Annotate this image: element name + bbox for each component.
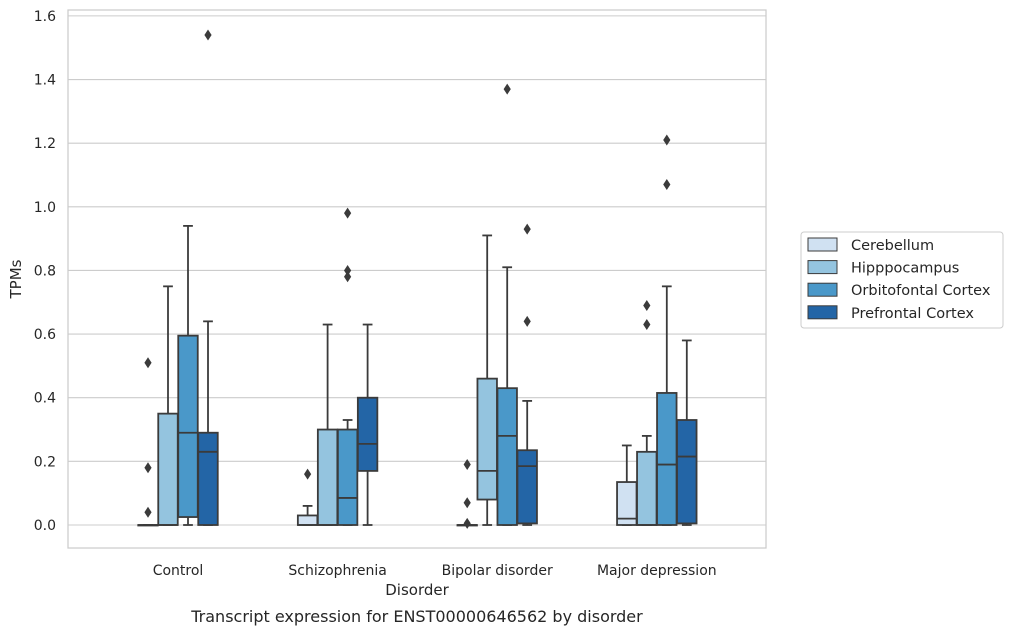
box-group [616,444,638,526]
outlier-point [344,207,352,219]
box-group [157,285,179,526]
outlier-point [144,462,152,474]
box [316,428,339,526]
box [496,387,518,526]
legend-swatch [807,305,838,320]
legend-items: Cerebellum Hipppocampus Orbitofontal Corte… [807,237,991,322]
outlier-point [663,134,671,146]
y-tick-label: 1.4 [34,73,56,89]
legend-label: Cerebellum [851,238,934,254]
outlier-point [643,299,651,311]
legend-label: Prefrontal Cortex [851,306,974,322]
outlier-point [304,468,312,480]
box [336,428,359,526]
x-tick-label: Control [153,563,204,579]
outlier-point [663,179,671,191]
box-group [137,357,159,527]
box-group [177,224,199,526]
box [636,450,658,526]
legend: Cerebellum Hipppocampus Orbitofontal Corte… [800,231,1004,329]
box-group [516,223,538,526]
outlier-point [503,83,511,95]
box [656,392,678,526]
outlier-point [463,517,471,529]
y-tick-label: 0.8 [34,263,56,279]
box-group [496,83,518,526]
outlier-point [344,271,352,283]
x-tick-labels: Control Schizophrenia Bipolar disorder Majo… [153,563,717,579]
x-tick-label: Major depression [597,563,717,579]
outlier-point [344,264,352,276]
box-group [676,339,698,526]
y-tick-label: 1.2 [34,136,56,152]
legend-label: Hipppocampus [851,261,959,277]
box-group [656,134,678,526]
y-tick-labels: 0.0 0.2 0.4 0.6 0.8 1.0 1.2 1.4 1.6 [34,9,56,534]
legend-swatch [807,237,838,252]
box-group [476,234,498,526]
box-layer [137,29,698,529]
box-group [336,207,359,526]
box [157,412,179,526]
box-group [456,459,478,529]
outlier-point [643,319,651,331]
y-tick-label: 0.6 [34,327,56,343]
outlier-point [523,315,531,327]
y-tick-label: 0.4 [34,391,56,407]
outlier-point [144,506,152,518]
y-tick-label: 0.2 [34,454,56,470]
y-axis-title: TPMs [7,259,25,299]
outlier-point [144,357,152,369]
outlier-point [463,459,471,471]
y-tick-label: 1.6 [34,9,56,25]
box [296,514,319,526]
y-tick-label: 1.0 [34,200,56,216]
legend-swatch [807,282,838,297]
box-group [356,323,379,526]
box-group [197,29,219,526]
outlier-point [204,29,212,41]
y-tick-label: 0.0 [34,518,56,534]
box [676,419,698,525]
x-tick-label: Bipolar disorder [442,563,553,579]
box [516,449,538,525]
box [476,377,498,501]
box [197,431,219,526]
x-tick-label: Schizophrenia [288,563,386,579]
outlier-point [463,497,471,509]
box-group [296,468,319,526]
legend-frame [800,231,1004,329]
box-group [316,323,339,526]
box [177,334,199,518]
outlier-point [523,223,531,235]
legend-swatch [807,260,838,275]
legend-label: Orbitofontal Cortex [851,283,991,299]
box [356,396,379,472]
plot-frame [67,9,767,549]
chart-caption: Transcript expression for ENST0000064656… [190,607,643,626]
x-axis-title: Disorder [385,581,449,599]
